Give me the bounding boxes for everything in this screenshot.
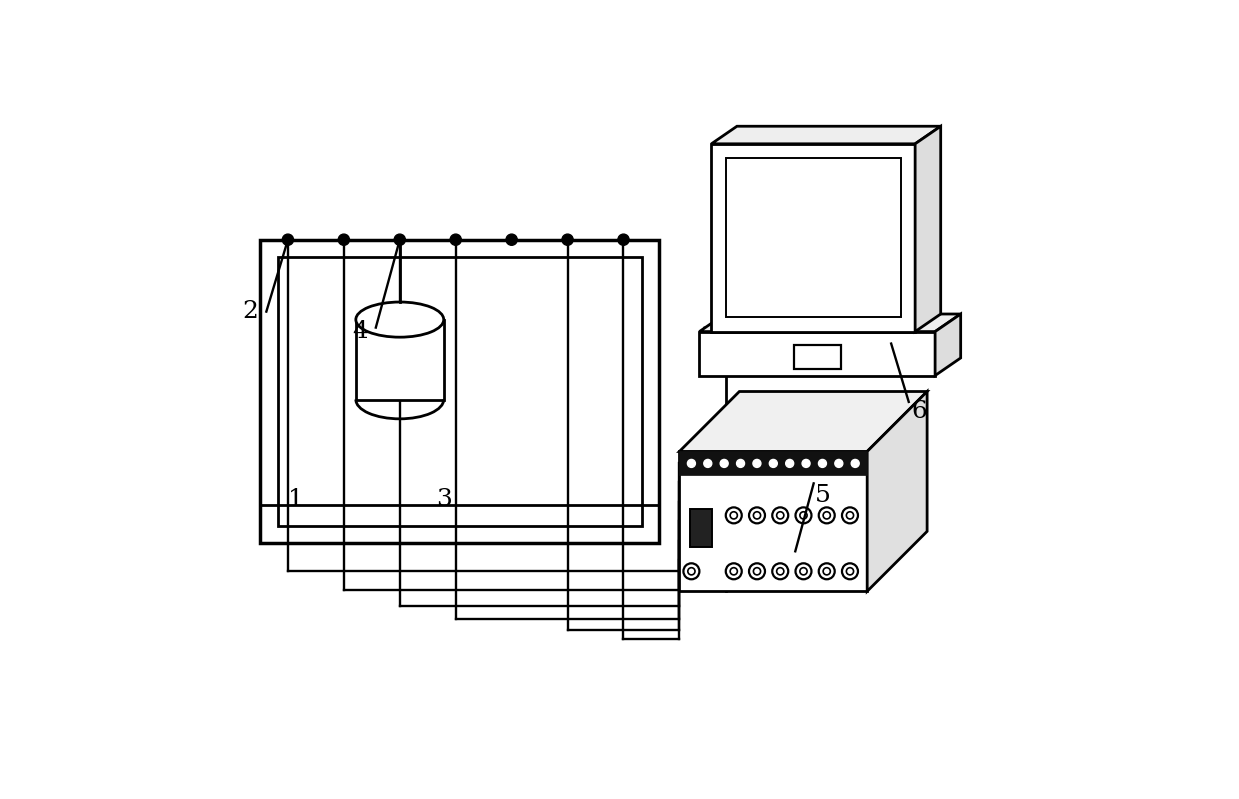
Ellipse shape: [356, 302, 444, 337]
Circle shape: [688, 459, 695, 467]
Polygon shape: [935, 314, 960, 376]
Circle shape: [688, 567, 695, 575]
Circle shape: [795, 563, 812, 579]
Bar: [794, 344, 841, 369]
Polygon shape: [699, 332, 935, 376]
Polygon shape: [916, 126, 940, 332]
Circle shape: [800, 512, 807, 519]
Circle shape: [802, 459, 810, 467]
Text: 2: 2: [243, 300, 258, 323]
Text: 6: 6: [911, 400, 927, 423]
Circle shape: [753, 512, 761, 519]
Circle shape: [684, 563, 699, 579]
Circle shape: [736, 459, 745, 467]
Circle shape: [786, 459, 794, 467]
Polygon shape: [711, 126, 940, 144]
Circle shape: [772, 563, 788, 579]
Circle shape: [338, 234, 349, 245]
Polygon shape: [867, 392, 927, 591]
Polygon shape: [679, 451, 867, 591]
Circle shape: [753, 567, 761, 575]
Circle shape: [777, 512, 784, 519]
Circle shape: [843, 563, 857, 579]
Circle shape: [769, 459, 777, 467]
Circle shape: [750, 563, 764, 579]
Circle shape: [777, 567, 784, 575]
Circle shape: [506, 234, 517, 245]
Polygon shape: [679, 392, 927, 451]
Circle shape: [846, 512, 854, 519]
Circle shape: [772, 507, 788, 523]
Circle shape: [846, 567, 854, 575]
Polygon shape: [260, 240, 659, 543]
Text: 3: 3: [436, 488, 452, 511]
Circle shape: [618, 234, 629, 245]
Circle shape: [819, 459, 826, 467]
Polygon shape: [356, 320, 444, 400]
Circle shape: [726, 563, 742, 579]
Circle shape: [835, 459, 843, 467]
Polygon shape: [679, 451, 867, 475]
Circle shape: [730, 567, 737, 575]
Circle shape: [282, 234, 294, 245]
Circle shape: [819, 563, 835, 579]
Circle shape: [704, 459, 711, 467]
Circle shape: [450, 234, 461, 245]
Text: 1: 1: [287, 488, 304, 511]
Circle shape: [800, 567, 807, 575]
Circle shape: [823, 512, 830, 519]
Text: 4: 4: [352, 320, 368, 343]
Circle shape: [851, 459, 859, 467]
Circle shape: [843, 507, 857, 523]
Polygon shape: [711, 144, 916, 332]
Circle shape: [720, 459, 729, 467]
Circle shape: [819, 507, 835, 523]
Circle shape: [753, 459, 761, 467]
Polygon shape: [699, 314, 960, 332]
Circle shape: [394, 234, 405, 245]
Circle shape: [823, 567, 830, 575]
Bar: [690, 509, 712, 547]
Text: 5: 5: [815, 484, 831, 507]
Circle shape: [730, 512, 737, 519]
Circle shape: [726, 507, 742, 523]
Circle shape: [563, 234, 574, 245]
Circle shape: [795, 507, 812, 523]
Circle shape: [750, 507, 764, 523]
